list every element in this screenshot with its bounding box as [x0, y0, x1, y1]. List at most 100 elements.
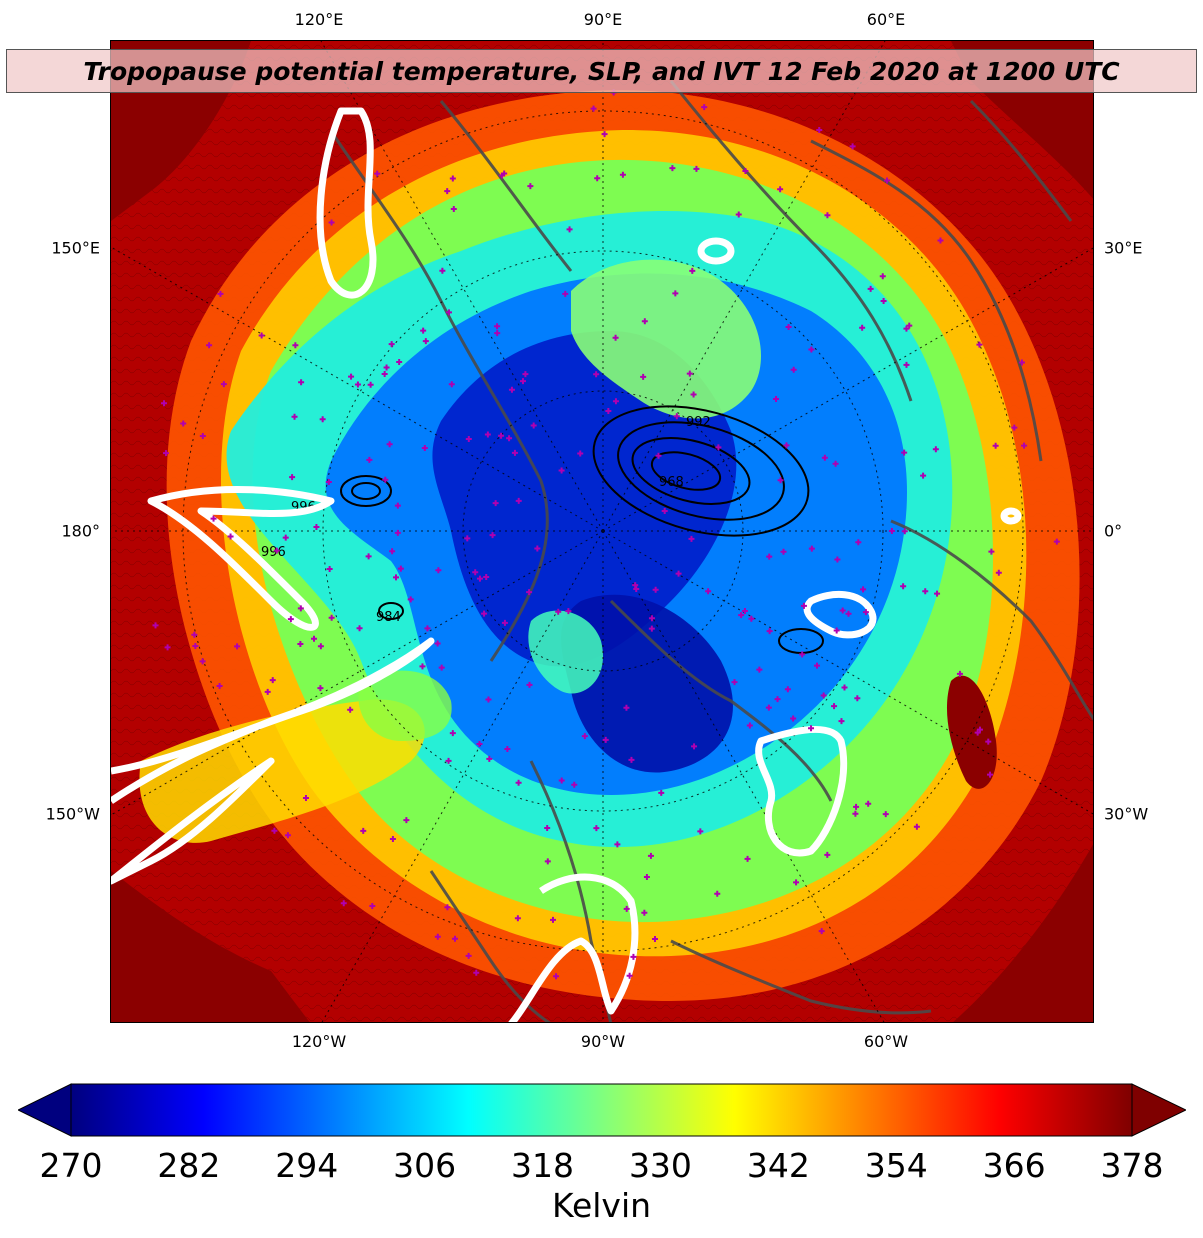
station-marker	[731, 679, 738, 686]
lon-label-right: 30°W	[1104, 804, 1149, 824]
station-marker	[859, 324, 866, 331]
station-marker	[630, 953, 637, 960]
station-marker	[164, 644, 171, 651]
lon-label-bottom: 90°W	[580, 1032, 626, 1051]
station-marker	[439, 267, 446, 274]
station-marker	[714, 890, 721, 897]
station-marker	[641, 909, 648, 916]
station-marker	[449, 730, 456, 737]
station-marker	[748, 615, 755, 622]
station-marker	[688, 535, 695, 542]
station-marker	[820, 692, 827, 699]
lon-label-bottom: 60°W	[863, 1032, 909, 1051]
colorbar-tick-label: 330	[628, 1146, 692, 1185]
colorbar-tick-label: 294	[275, 1146, 339, 1185]
lon-label-right: 30°E	[1104, 238, 1143, 258]
station-marker	[434, 640, 441, 647]
station-marker	[396, 359, 403, 366]
station-marker	[484, 431, 491, 438]
station-marker	[697, 828, 704, 835]
station-marker	[831, 703, 838, 710]
station-marker	[448, 381, 455, 388]
station-marker	[555, 608, 562, 615]
colorbar-tick-label: 354	[864, 1146, 928, 1185]
station-marker	[976, 726, 983, 733]
station-marker	[291, 413, 298, 420]
colorbar-tick-label: 366	[982, 1146, 1046, 1185]
station-marker	[838, 718, 845, 725]
station-marker	[746, 722, 753, 729]
station-marker	[313, 523, 320, 530]
station-marker	[271, 827, 278, 834]
station-marker	[465, 952, 472, 959]
station-marker	[793, 879, 800, 886]
slp-label: 992	[686, 415, 711, 430]
colorbar-extend-max	[1131, 1083, 1186, 1137]
station-marker	[508, 386, 515, 393]
station-marker	[476, 741, 483, 748]
station-marker	[922, 588, 929, 595]
station-marker	[365, 553, 372, 560]
station-marker	[906, 322, 913, 329]
station-marker	[289, 474, 296, 481]
station-marker	[1018, 359, 1025, 366]
station-marker	[489, 532, 496, 539]
station-marker	[292, 342, 299, 349]
station-marker	[774, 696, 781, 703]
station-marker	[780, 548, 787, 555]
station-marker	[658, 789, 665, 796]
lon-label-left: 180°	[61, 521, 100, 541]
station-marker	[937, 237, 944, 244]
station-marker	[601, 131, 608, 138]
station-marker	[623, 704, 630, 711]
station-marker	[199, 432, 206, 439]
station-marker	[328, 219, 335, 226]
station-marker	[612, 334, 619, 341]
station-marker	[814, 662, 821, 669]
station-marker	[614, 841, 621, 848]
station-marker	[498, 432, 505, 439]
station-marker	[738, 612, 745, 619]
station-marker	[383, 364, 390, 371]
station-marker	[216, 683, 223, 690]
colorbar	[18, 1083, 1186, 1137]
station-marker	[765, 704, 772, 711]
station-marker	[473, 969, 480, 976]
station-marker	[152, 622, 159, 629]
station-marker	[821, 454, 828, 461]
station-marker	[494, 323, 501, 330]
map-title: Tropopause potential temperature, SLP, a…	[83, 56, 1120, 86]
station-marker	[558, 467, 565, 474]
station-marker	[498, 172, 505, 179]
station-marker	[756, 666, 763, 673]
slp-label: 984	[376, 610, 401, 625]
station-marker	[845, 610, 852, 617]
station-marker	[511, 449, 518, 456]
slp-label: 996	[261, 545, 286, 560]
station-marker	[297, 641, 304, 648]
station-marker	[652, 586, 659, 593]
station-marker	[783, 442, 790, 449]
station-marker	[669, 165, 676, 172]
station-marker	[640, 373, 647, 380]
station-marker	[445, 757, 452, 764]
station-marker	[492, 500, 499, 507]
station-marker	[366, 456, 373, 463]
station-marker	[675, 570, 682, 577]
station-marker	[234, 643, 241, 650]
station-marker	[816, 126, 823, 133]
station-marker	[450, 206, 457, 213]
station-marker	[367, 381, 374, 388]
station-marker	[1011, 424, 1018, 431]
station-marker	[705, 588, 712, 595]
station-marker	[655, 452, 662, 459]
station-marker	[220, 381, 227, 388]
station-marker	[766, 628, 773, 635]
station-marker	[901, 528, 908, 535]
lon-label-top: 60°E	[866, 10, 906, 29]
station-marker	[619, 171, 626, 178]
station-marker	[544, 858, 551, 865]
station-marker	[701, 104, 708, 111]
station-marker	[867, 285, 874, 292]
station-marker	[566, 226, 573, 233]
